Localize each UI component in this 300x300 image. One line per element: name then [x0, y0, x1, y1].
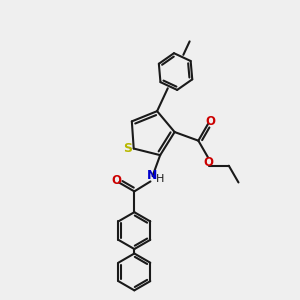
- Text: O: O: [204, 156, 214, 169]
- Text: S: S: [123, 142, 132, 155]
- Text: H: H: [156, 174, 164, 184]
- Text: O: O: [206, 115, 215, 128]
- Text: O: O: [111, 174, 121, 187]
- Text: N: N: [147, 169, 157, 182]
